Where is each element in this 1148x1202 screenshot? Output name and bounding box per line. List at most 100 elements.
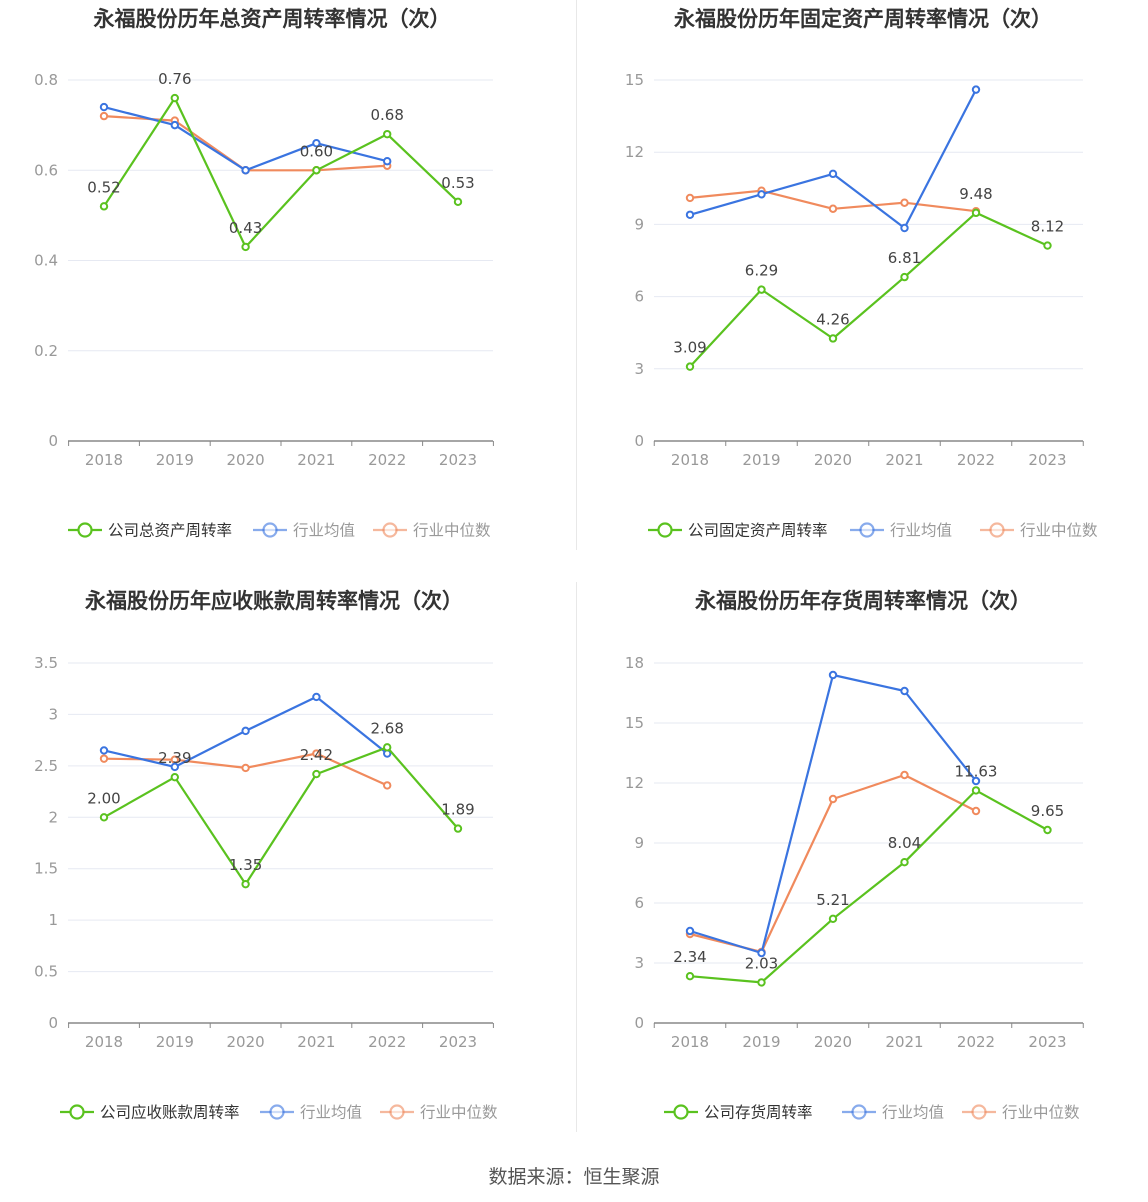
y-tick-label: 15 — [625, 714, 644, 732]
data-point-company[interactable] — [1043, 825, 1052, 835]
data-point-company[interactable] — [99, 202, 109, 211]
data-point-avg[interactable] — [757, 948, 766, 958]
data-point-company[interactable] — [685, 362, 695, 371]
legend-item-median[interactable]: 行业中位数 — [380, 1104, 498, 1122]
data-point-avg[interactable] — [99, 746, 109, 755]
data-label: 6.29 — [745, 262, 778, 280]
series-line-avg — [689, 673, 977, 955]
y-tick-label: 6 — [634, 288, 644, 306]
data-label: 0.68 — [370, 106, 403, 124]
legend-item-avg[interactable]: 行业均值 — [842, 1104, 944, 1122]
x-tick-label: 2021 — [885, 1033, 923, 1051]
data-label: 5.21 — [816, 891, 849, 909]
legend-label: 行业均值 — [890, 522, 952, 540]
x-tick-label: 2019 — [742, 451, 780, 469]
data-point-avg[interactable] — [828, 670, 838, 680]
x-tick-label: 2023 — [439, 1033, 477, 1051]
data-point-company[interactable] — [828, 914, 838, 923]
data-point-avg[interactable] — [685, 926, 695, 936]
x-tick-label: 2019 — [156, 451, 194, 469]
data-point-company[interactable] — [241, 879, 250, 889]
legend-item-company[interactable]: 公司存货周转率 — [664, 1104, 813, 1122]
data-point-avg[interactable] — [900, 686, 909, 696]
data-point-avg[interactable] — [900, 223, 909, 233]
series-line-avg — [103, 106, 388, 172]
chart-panel-fixed-asset-turnover: 永福股份历年固定资产周转率情况（次） 0 3 6 9 12 15 2018 2019 2020 20… — [580, 0, 1148, 582]
data-point-company[interactable] — [828, 334, 838, 343]
legend-item-company[interactable]: 公司总资产周转率 — [68, 522, 232, 540]
data-point-avg[interactable] — [312, 692, 321, 702]
data-point-company[interactable] — [383, 129, 392, 139]
data-label: 2.03 — [745, 954, 778, 972]
legend-marker-icon — [382, 522, 398, 538]
data-point-company[interactable] — [900, 858, 909, 867]
x-tick-label: 2023 — [439, 451, 477, 469]
data-point-avg[interactable] — [241, 726, 250, 736]
legend-item-avg[interactable]: 行业均值 — [260, 1104, 362, 1122]
data-point-median[interactable] — [99, 754, 109, 763]
data-point-company[interactable] — [312, 769, 321, 779]
data-point-company[interactable] — [757, 978, 766, 987]
x-tick-label: 2019 — [742, 1033, 780, 1051]
data-point-median[interactable] — [241, 763, 250, 773]
data-point-company[interactable] — [312, 166, 321, 175]
legend-item-median[interactable]: 行业中位数 — [373, 522, 491, 540]
data-point-avg[interactable] — [99, 102, 109, 112]
legend-item-company[interactable]: 公司应收账款周转率 — [60, 1103, 240, 1122]
data-point-avg[interactable] — [170, 762, 180, 772]
data-point-avg[interactable] — [383, 157, 392, 166]
data-label: 11.63 — [955, 762, 998, 780]
data-label: 4.26 — [816, 310, 849, 328]
data-label: 0.43 — [229, 219, 262, 237]
data-point-company[interactable] — [453, 824, 463, 833]
data-point-median[interactable] — [99, 111, 109, 121]
data-point-company[interactable] — [971, 208, 981, 218]
data-point-avg[interactable] — [170, 120, 180, 130]
data-point-median[interactable] — [828, 794, 838, 804]
data-point-median[interactable] — [828, 204, 838, 213]
data-point-avg[interactable] — [828, 169, 838, 179]
data-point-median[interactable] — [900, 198, 909, 207]
data-point-company[interactable] — [757, 285, 766, 294]
x-tick-label: 2020 — [814, 451, 852, 469]
data-point-company[interactable] — [383, 743, 392, 752]
legend-item-company[interactable]: 公司固定资产周转率 — [648, 522, 828, 540]
data-point-company[interactable] — [170, 772, 180, 782]
data-point-avg[interactable] — [685, 210, 695, 219]
legend-item-median[interactable]: 行业中位数 — [962, 1104, 1080, 1122]
y-tick-label: 0.8 — [34, 71, 58, 89]
legend-marker-icon — [971, 1104, 987, 1120]
legend-label: 公司应收账款周转率 — [100, 1103, 240, 1122]
data-point-company[interactable] — [900, 272, 909, 282]
y-tick-label: 0.2 — [34, 342, 58, 360]
y-tick-label: 6 — [634, 894, 644, 912]
legend-marker-icon — [77, 522, 93, 538]
data-point-median[interactable] — [383, 781, 392, 790]
data-point-company[interactable] — [241, 242, 250, 252]
legend-marker-icon — [389, 1104, 405, 1120]
legend-item-avg[interactable]: 行业均值 — [253, 522, 355, 540]
data-point-avg[interactable] — [241, 166, 250, 175]
chart-inventory-turnover: 永福股份历年存货周转率情况（次） 0 3 6 9 12 15 18 2018 2019 2020 20… — [625, 589, 1084, 1122]
y-tick-label: 1 — [48, 911, 58, 929]
data-point-median[interactable] — [685, 193, 695, 203]
legend-item-median[interactable]: 行业中位数 — [980, 522, 1098, 540]
data-point-avg[interactable] — [971, 776, 981, 786]
data-point-company[interactable] — [453, 197, 463, 207]
data-point-avg[interactable] — [971, 85, 981, 94]
data-point-median[interactable] — [312, 749, 321, 758]
data-point-company[interactable] — [685, 972, 695, 981]
x-tick-label: 2018 — [671, 1033, 709, 1051]
legend-item-avg[interactable]: 行业均值 — [850, 522, 952, 540]
data-point-median[interactable] — [971, 806, 981, 816]
y-tick-label: 0 — [634, 432, 644, 450]
y-tick-label: 2 — [48, 808, 58, 826]
data-point-company[interactable] — [971, 786, 981, 795]
data-point-company[interactable] — [170, 93, 180, 103]
data-point-median[interactable] — [900, 770, 909, 780]
y-tick-label: 2.5 — [34, 757, 58, 775]
data-point-company[interactable] — [1043, 241, 1052, 250]
data-point-company[interactable] — [99, 813, 109, 822]
data-point-avg[interactable] — [757, 190, 766, 199]
data-point-avg[interactable] — [312, 138, 321, 148]
